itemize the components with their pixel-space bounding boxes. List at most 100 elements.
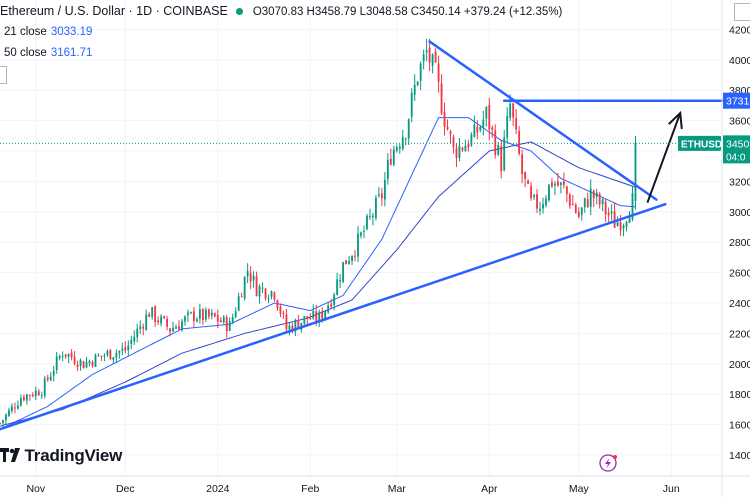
candle-body — [330, 303, 333, 307]
candle — [410, 88, 413, 123]
candle-body — [234, 311, 237, 317]
candle — [231, 313, 234, 325]
candle — [243, 276, 246, 301]
candle — [574, 202, 577, 214]
candle — [506, 107, 509, 142]
candle — [530, 181, 532, 201]
candle — [178, 320, 180, 330]
scale-settings-toggle[interactable] — [734, 3, 750, 21]
candle-body — [228, 320, 231, 331]
candle — [521, 149, 524, 184]
candle — [449, 129, 452, 144]
candle — [372, 212, 374, 226]
resistance-trendline — [428, 40, 658, 201]
candle-body — [25, 394, 28, 401]
candle-body — [491, 127, 494, 130]
legend-collapse-toggle[interactable] — [0, 66, 7, 84]
candle-body — [94, 354, 97, 368]
price-axis[interactable]: 1400 1600 1800 2000 2200 2400 2600 2800 3000 3200… — [721, 0, 750, 497]
candle — [219, 317, 222, 323]
candle-body — [571, 203, 574, 206]
candle-body — [148, 314, 151, 317]
candle — [73, 350, 76, 366]
candle-body — [440, 83, 443, 114]
candle-body — [327, 305, 330, 313]
candle-body — [112, 357, 115, 360]
ma50-label: 50 close — [4, 47, 47, 59]
ma21-legend[interactable]: 21 close 3033.19 — [4, 26, 92, 38]
candle — [565, 185, 568, 203]
candlesticks — [0, 38, 637, 428]
candle — [234, 307, 237, 319]
y-tick-label: 1800 — [729, 389, 750, 401]
candle-body — [82, 361, 85, 369]
candle — [622, 223, 625, 237]
candle-body — [85, 361, 88, 368]
trendlines — [0, 40, 724, 431]
time-axis[interactable]: Nov Dec 2024 Feb Mar Apr May Jun — [0, 475, 750, 495]
candle — [571, 194, 574, 206]
candle-body — [142, 326, 145, 329]
candle — [175, 324, 177, 329]
candle — [282, 310, 285, 319]
candle-body — [604, 201, 607, 215]
candle-body — [195, 319, 198, 322]
candle-body — [589, 188, 592, 207]
candle — [136, 323, 139, 343]
candle-body — [219, 320, 222, 323]
candle-body — [533, 194, 535, 197]
candle-body — [97, 355, 100, 357]
candle-body — [467, 143, 470, 148]
candle — [288, 322, 291, 336]
candle-body — [580, 207, 583, 215]
candle — [0, 422, 1, 425]
y-tick-label: 1600 — [729, 420, 750, 432]
candle-body — [166, 318, 168, 327]
candle-body — [357, 233, 359, 257]
tradingview-logo-icon — [0, 448, 20, 462]
candle-body — [151, 307, 154, 317]
candle — [61, 351, 64, 362]
candle-body — [207, 309, 210, 317]
candle-body — [410, 92, 413, 117]
candle-body — [8, 410, 10, 416]
candle-body — [476, 126, 479, 133]
candle-body — [530, 186, 532, 199]
candle-body — [601, 199, 604, 205]
candle — [419, 61, 422, 91]
candle — [40, 391, 43, 400]
candle-body — [434, 51, 437, 63]
candle — [479, 125, 482, 133]
candle-body — [252, 275, 255, 281]
candle-body — [285, 314, 288, 330]
y-tick-label: 2400 — [729, 298, 750, 310]
candle-body — [231, 317, 234, 323]
candle — [97, 353, 100, 357]
candle-body — [187, 312, 189, 316]
candle-body — [500, 146, 503, 172]
candle — [246, 263, 249, 284]
candle — [49, 372, 52, 382]
candle — [369, 208, 371, 220]
candle-body — [55, 356, 58, 370]
candle-body — [79, 359, 82, 366]
candle — [374, 194, 377, 221]
candle — [327, 301, 330, 314]
candle — [336, 272, 339, 296]
candle-body — [28, 394, 31, 396]
candle-body — [428, 47, 431, 63]
candle — [213, 312, 216, 318]
candle-body — [634, 143, 637, 202]
candle-body — [628, 217, 631, 223]
candle-body — [109, 349, 112, 360]
candle-body — [351, 255, 353, 262]
candle-body — [267, 298, 270, 300]
candle — [145, 309, 148, 331]
ma50-legend[interactable]: 50 close 3161.71 — [4, 47, 92, 59]
candle-body — [389, 158, 392, 165]
candle — [595, 188, 598, 205]
candle — [583, 197, 586, 213]
candle-body — [154, 306, 157, 322]
candle-body — [0, 422, 1, 424]
